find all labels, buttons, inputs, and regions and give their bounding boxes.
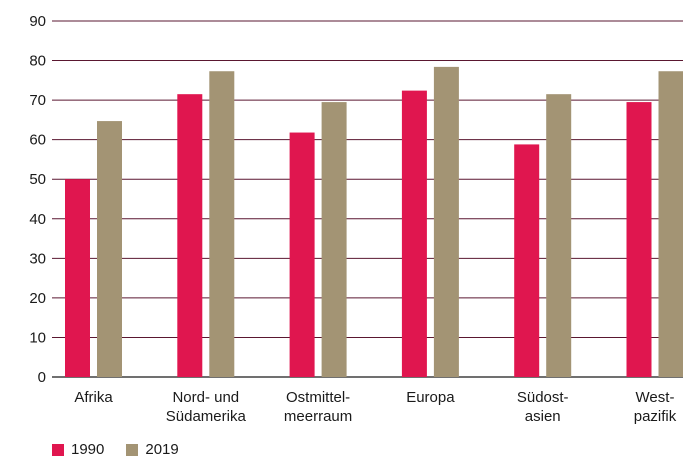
legend-swatch-1990 xyxy=(52,443,64,456)
bar-1990 xyxy=(626,102,652,377)
bar-2019 xyxy=(97,121,122,377)
bar-1990 xyxy=(401,90,427,378)
x-axis-category-labels: Afrika Nord- und Südamerika Ostmittel-meerr… xyxy=(74,389,676,425)
x-category-label: Afrika xyxy=(74,389,113,406)
y-tick-label: 50 xyxy=(29,171,46,188)
bar-1990 xyxy=(177,94,203,377)
gridlines xyxy=(52,20,683,378)
legend: 1990 2019 xyxy=(52,441,201,458)
legend-item-1990: 1990 xyxy=(52,441,104,458)
y-tick-label: 20 xyxy=(29,290,46,307)
y-tick-label: 0 xyxy=(38,369,46,386)
x-category-label: West- xyxy=(636,389,675,406)
y-tick-label: 70 xyxy=(29,92,46,109)
legend-label-1990: 1990 xyxy=(71,441,105,458)
y-tick-label: 80 xyxy=(29,53,46,70)
bar-2019 xyxy=(433,66,459,377)
bar-1990 xyxy=(65,179,90,377)
y-tick-label: 30 xyxy=(29,250,46,267)
y-axis-tick-labels: 0 10 20 30 40 50 60 70 80 90 xyxy=(29,13,46,386)
x-category-label: asien xyxy=(525,408,561,425)
x-category-label: pazifik xyxy=(634,408,677,425)
x-category-label: Südamerika xyxy=(166,408,247,425)
x-category-label: meerraum xyxy=(284,408,352,425)
bar-2019 xyxy=(546,94,572,377)
x-category-label: Südost- xyxy=(517,389,569,406)
y-tick-label: 10 xyxy=(29,329,46,346)
x-category-label: Nord- und xyxy=(172,389,239,406)
bar-2019 xyxy=(658,71,683,377)
legend-swatch-2019 xyxy=(126,443,139,456)
x-category-label: Europa xyxy=(406,389,455,406)
legend-item-2019: 2019 xyxy=(126,441,179,458)
y-tick-label: 40 xyxy=(29,211,46,228)
bar-2019 xyxy=(209,71,235,377)
y-tick-label: 90 xyxy=(29,13,46,30)
bar-chart: 0 10 20 30 40 50 60 70 80 90 Afrika Nord- und Südam… xyxy=(29,13,683,425)
y-tick-label: 60 xyxy=(29,132,46,149)
bar-1990 xyxy=(514,144,540,377)
bars xyxy=(65,66,683,378)
x-category-label: Ostmittel- xyxy=(286,389,350,406)
bar-1990 xyxy=(289,132,315,377)
legend-label-2019: 2019 xyxy=(145,441,179,458)
bar-2019 xyxy=(321,102,347,377)
